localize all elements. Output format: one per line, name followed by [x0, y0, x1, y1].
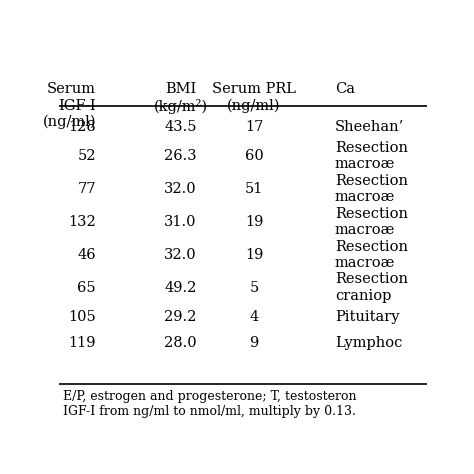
Text: 119: 119	[68, 337, 96, 350]
Text: 19: 19	[245, 248, 263, 262]
Text: 77: 77	[77, 182, 96, 196]
Text: Resection
macroæ: Resection macroæ	[335, 207, 408, 237]
Text: 128: 128	[68, 119, 96, 134]
Text: BMI
(kg/m²): BMI (kg/m²)	[154, 82, 208, 114]
Text: 5: 5	[249, 281, 259, 294]
Text: Serum PRL
(ng/ml): Serum PRL (ng/ml)	[212, 82, 296, 113]
Text: 9: 9	[249, 337, 259, 350]
Text: 51: 51	[245, 182, 263, 196]
Text: 132: 132	[68, 215, 96, 229]
Text: Resection
craniop: Resection craniop	[335, 273, 408, 302]
Text: E/P, estrogen and progesterone; T, testosteron
IGF-I from ng/ml to nmol/ml, mult: E/P, estrogen and progesterone; T, testo…	[63, 390, 356, 418]
Text: Ca: Ca	[335, 82, 355, 96]
Text: 17: 17	[245, 119, 263, 134]
Text: 32.0: 32.0	[164, 248, 197, 262]
Text: Sheehan’: Sheehan’	[335, 119, 404, 134]
Text: 32.0: 32.0	[164, 182, 197, 196]
Text: 26.3: 26.3	[164, 149, 197, 163]
Text: 4: 4	[249, 310, 259, 324]
Text: 28.0: 28.0	[164, 337, 197, 350]
Text: Resection
macroæ: Resection macroæ	[335, 141, 408, 171]
Text: 46: 46	[77, 248, 96, 262]
Text: Resection
macroæ: Resection macroæ	[335, 239, 408, 270]
Text: 31.0: 31.0	[164, 215, 197, 229]
Text: 19: 19	[245, 215, 263, 229]
Text: 105: 105	[68, 310, 96, 324]
Text: 43.5: 43.5	[164, 119, 197, 134]
Text: 52: 52	[77, 149, 96, 163]
Text: 65: 65	[77, 281, 96, 294]
Text: Lymphoc: Lymphoc	[335, 337, 402, 350]
Text: Resection
macroæ: Resection macroæ	[335, 174, 408, 204]
Text: Pituitary: Pituitary	[335, 310, 399, 324]
Text: 49.2: 49.2	[164, 281, 197, 294]
Text: 29.2: 29.2	[164, 310, 197, 324]
Text: 60: 60	[245, 149, 264, 163]
Text: Serum
IGF-I
(ng/ml): Serum IGF-I (ng/ml)	[43, 82, 96, 129]
